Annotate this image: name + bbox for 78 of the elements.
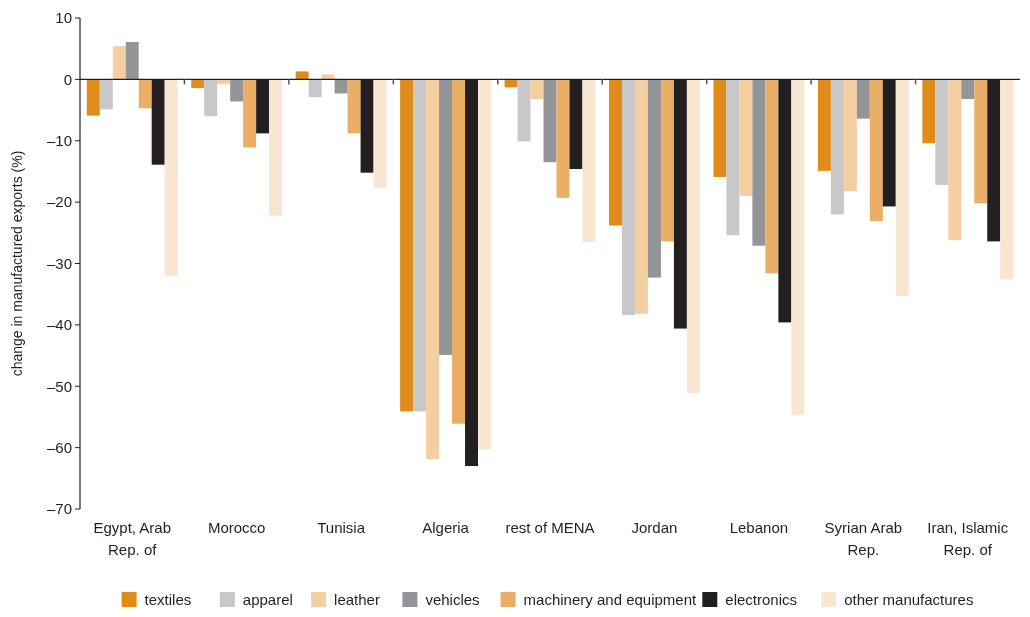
bar [138,79,152,109]
bar [739,79,753,196]
bar [243,79,257,148]
bar [164,79,178,276]
bar [400,79,414,412]
bar [321,74,335,80]
bar [634,79,648,314]
y-axis-title: change in manufactured exports (%) [9,150,25,377]
bar [1000,79,1014,280]
bar [373,79,387,189]
bar [308,79,322,98]
legend-label: apparel [242,591,293,608]
bar [582,79,596,243]
y-tick-label: –10 [46,132,72,149]
bar [713,79,727,177]
bar [530,79,544,100]
bar [895,79,909,297]
y-tick-label: –40 [46,316,72,334]
bar [99,79,113,110]
y-tick-label: –50 [46,377,72,395]
y-tick-label: 10 [55,9,72,27]
x-tick-label: Tunisia [317,519,366,536]
bar [752,79,766,246]
x-tick-label: Iran, Islamic Rep. of [927,519,1009,558]
legend-label: textiles [144,591,192,608]
bar [922,79,936,144]
x-tick-label: Syrian Arab Rep. [824,519,903,558]
bar [204,79,218,117]
bar [830,79,844,215]
bar [334,79,348,94]
bar [112,46,126,80]
bar [869,79,883,222]
legend-label: leather [334,591,380,608]
legend-label: electronics [725,591,797,608]
bar [478,79,491,450]
bar [347,79,361,134]
y-tick-label: –60 [46,438,72,456]
y-tick-label: –30 [46,254,72,272]
bar [974,79,988,204]
x-tick-label: rest of MENA [505,519,595,536]
legend-label: vehicles [425,591,480,608]
bar [961,79,975,100]
bar [125,41,139,80]
y-tick-label: –20 [46,193,72,211]
bar [686,79,700,393]
bar [439,79,453,355]
bar [609,79,622,226]
bar [191,79,205,88]
bar [647,79,661,278]
y-tick-label: –70 [46,500,72,518]
bar [86,79,100,116]
x-tick-label: Egypt, Arab Rep. of [93,519,171,558]
bar [791,79,805,416]
bar [452,79,466,424]
bar [413,79,427,412]
y-tick-label: 0 [63,70,72,88]
bar [230,79,244,102]
bar [517,79,531,142]
x-tick-label: Jordan [631,519,678,536]
bar [765,79,779,274]
bar [660,79,674,242]
x-tick-label: Lebanon [729,519,789,536]
bar [948,79,962,241]
bar [843,79,857,192]
bar [269,79,283,216]
x-tick-label: Morocco [207,519,266,536]
bar [621,79,635,316]
legend-label: other manufactures [844,591,974,608]
legend-label: machinery and equipment [523,591,698,608]
bar [426,79,440,460]
bar [295,71,309,80]
x-tick-label: Algeria [422,519,470,536]
bar [543,79,557,163]
bar [556,79,570,198]
bar [856,79,870,119]
bar [817,79,831,171]
bar [726,79,740,236]
bar [935,79,949,185]
